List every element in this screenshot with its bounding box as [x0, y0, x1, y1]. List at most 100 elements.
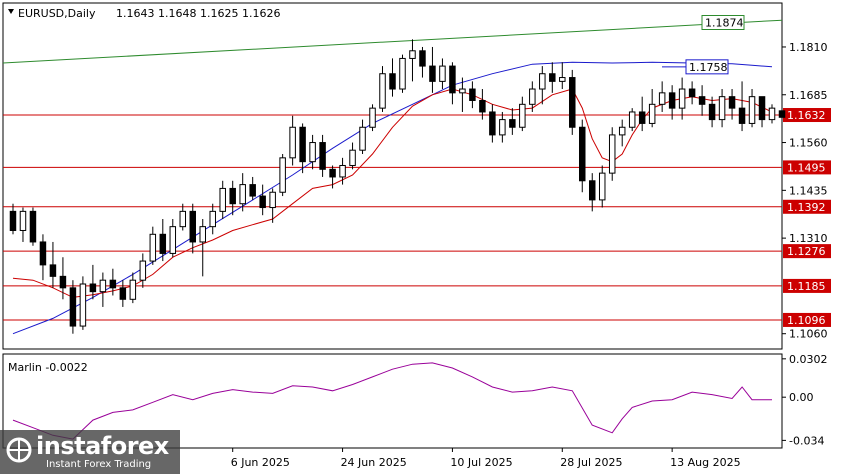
candle-body-1 [19, 210, 27, 231]
logo-tagline: Instant Forex Trading [46, 459, 152, 470]
candle-body-54 [549, 73, 556, 82]
candle-body-69 [698, 96, 706, 105]
candle-body-15 [159, 233, 167, 254]
price-tick-label-2: 1.1560 [789, 137, 828, 150]
candle-body-39 [399, 57, 406, 90]
candle-body-66 [668, 92, 676, 109]
level-label-2: 1.1392 [787, 201, 826, 214]
candle-body-14 [149, 233, 157, 262]
collapse-triangle-icon[interactable] [8, 9, 14, 14]
date-tick-label-1: 24 Jun 2025 [341, 456, 407, 469]
candle-body-34 [349, 149, 356, 166]
candle-body-32 [329, 168, 336, 178]
candle-body-51 [519, 103, 526, 128]
candle-body-43 [439, 65, 446, 82]
candle-body-38 [389, 73, 396, 90]
candle-body-41 [419, 50, 426, 67]
candle-body-29 [299, 126, 306, 163]
candle-body-22 [229, 187, 236, 205]
date-tick-label-3: 28 Jul 2025 [560, 456, 622, 469]
candle-body-52 [529, 88, 536, 105]
price-tick-label-1: 1.1685 [789, 89, 828, 102]
candle-body-17 [179, 210, 187, 228]
candle-body-72 [728, 96, 736, 109]
candle-body-48 [489, 111, 496, 136]
indicator-label: Marlin -0.0022 [8, 361, 88, 374]
candle-body-24 [249, 184, 256, 197]
candle-body-28 [289, 126, 296, 159]
candle-body-3 [39, 241, 47, 266]
price-badge-label-0: 1.1874 [705, 16, 744, 29]
candle-body-12 [129, 279, 137, 300]
candle-body-30 [309, 142, 316, 163]
price-tick-label-3: 1.1435 [789, 184, 828, 197]
candle-body-77 [778, 110, 786, 118]
price-badge-0 [701, 14, 745, 30]
candle-body-4 [49, 264, 57, 277]
candle-body-0 [9, 210, 17, 231]
instaforex-mark-icon [6, 437, 32, 463]
level-tag-2 [783, 199, 831, 214]
candle-body-37 [379, 73, 386, 109]
candle-body-9 [99, 279, 107, 293]
candle-body-55 [559, 77, 566, 82]
chart-ohlc-values: 1.1643 1.1648 1.1625 1.1626 [116, 7, 280, 20]
chart-symbol-timeframe: EURUSD,Daily [18, 7, 96, 20]
candle-body-74 [748, 96, 756, 124]
candle-body-73 [738, 107, 746, 124]
candle-body-56 [569, 77, 576, 128]
osc-tick-label-0: 0.0302 [789, 353, 828, 366]
logo-brand: instaforex [36, 432, 169, 460]
candle-body-67 [678, 88, 686, 109]
level-label-3: 1.1276 [787, 245, 826, 258]
candle-body-11 [119, 287, 127, 300]
slow-ma-line [12, 61, 773, 335]
candle-body-16 [169, 226, 177, 254]
candle-body-26 [269, 191, 276, 209]
candle-body-71 [718, 96, 726, 121]
candle-body-53 [539, 73, 546, 90]
level-tag-1 [783, 160, 831, 175]
level-tag-0 [783, 108, 831, 123]
candle-body-76 [768, 107, 776, 121]
candle-body-6 [69, 287, 77, 327]
candle-body-70 [708, 103, 716, 121]
price-badge-label-1: 1.1758 [689, 61, 728, 74]
candle-body-7 [79, 283, 87, 327]
level-tag-5 [783, 312, 831, 327]
level-label-5: 1.1096 [787, 314, 826, 327]
candle-body-21 [219, 187, 226, 212]
date-tick-label-2: 10 Jul 2025 [450, 456, 512, 469]
candle-body-33 [339, 164, 346, 178]
candle-body-59 [598, 172, 606, 201]
candle-body-57 [579, 126, 586, 182]
candle-body-45 [459, 88, 466, 94]
candle-body-75 [758, 96, 766, 121]
candle-body-47 [479, 99, 486, 113]
candle-body-19 [199, 226, 206, 243]
level-label-1: 1.1495 [787, 161, 826, 174]
level-tag-3 [783, 244, 831, 259]
candle-body-60 [608, 134, 616, 174]
date-tick-label-0: 6 Jun 2025 [231, 456, 290, 469]
level-label-4: 1.1185 [787, 280, 826, 293]
price-tick-label-4: 1.1310 [789, 232, 828, 245]
candle-body-65 [658, 92, 666, 105]
level-label-0: 1.1632 [787, 109, 826, 122]
candle-body-50 [509, 119, 516, 128]
candle-body-5 [59, 275, 67, 289]
price-tick-label-5: 1.1060 [789, 328, 828, 341]
candle-body-58 [588, 180, 596, 201]
candle-body-2 [29, 210, 37, 243]
trendline [2, 19, 783, 64]
candle-body-20 [209, 210, 216, 228]
candle-body-25 [259, 195, 266, 209]
candle-body-31 [319, 142, 326, 170]
candle-body-42 [429, 65, 436, 82]
candle-body-27 [279, 157, 286, 193]
candle-body-10 [109, 279, 117, 289]
candle-body-13 [139, 260, 147, 281]
candle-body-63 [638, 111, 646, 124]
candle-body-44 [449, 65, 456, 94]
